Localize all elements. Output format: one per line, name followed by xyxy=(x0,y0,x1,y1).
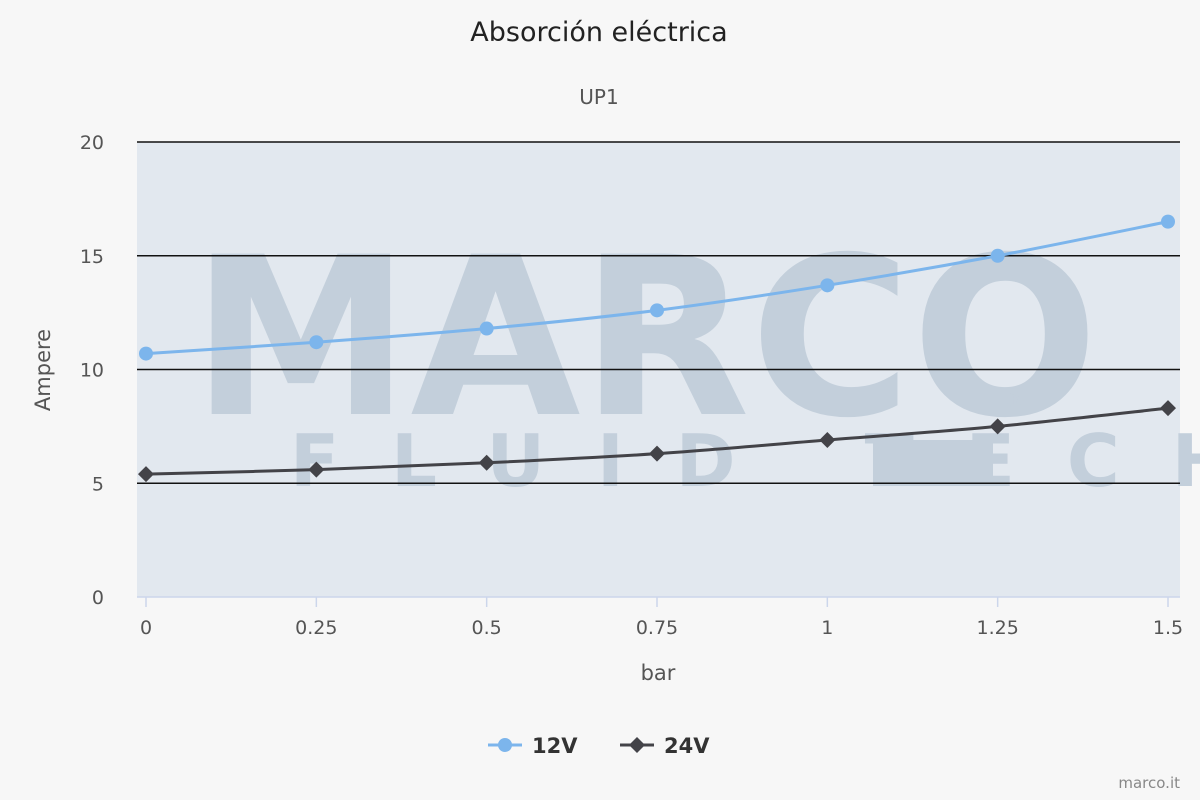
data-point-24V[interactable] xyxy=(308,461,325,478)
x-tick-label: 1.25 xyxy=(977,617,1019,639)
y-axis-tick-labels: 0 5 10 15 20 xyxy=(80,132,104,609)
x-tick-label: 0.25 xyxy=(295,617,337,639)
x-tick-label: 0.75 xyxy=(636,617,678,639)
data-point-12V[interactable] xyxy=(1161,214,1175,229)
legend: 12V 24V xyxy=(488,734,710,758)
series-group xyxy=(138,214,1176,483)
y-axis-title: Ampere xyxy=(31,329,55,411)
data-point-12V[interactable] xyxy=(479,321,494,336)
data-point-12V[interactable] xyxy=(820,278,835,293)
y-tick-label: 15 xyxy=(80,246,104,268)
watermark: MARCO FLUID TECH ® xyxy=(191,210,1200,503)
data-point-12V[interactable] xyxy=(309,335,324,350)
x-tick-label: 1.5 xyxy=(1153,617,1183,639)
data-point-24V[interactable] xyxy=(649,445,665,462)
data-point-12V[interactable] xyxy=(139,346,153,361)
watermark-block xyxy=(873,440,993,486)
x-tick-label: 0 xyxy=(140,617,152,639)
chart-title: Absorción eléctrica xyxy=(470,17,727,48)
data-point-24V[interactable] xyxy=(138,466,154,483)
y-tick-label: 10 xyxy=(80,360,104,382)
watermark-brand: MARCO xyxy=(191,210,1098,466)
data-point-24V[interactable] xyxy=(478,454,495,471)
data-point-12V[interactable] xyxy=(990,248,1005,263)
data-point-24V[interactable] xyxy=(989,418,1006,435)
x-axis-title: bar xyxy=(641,661,676,685)
legend-label: 24V xyxy=(664,734,710,758)
legend-item-12V[interactable]: 12V xyxy=(488,734,578,758)
x-axis: 0 0.25 0.5 0.75 1 1.25 1.5 xyxy=(137,596,1183,639)
chart-subtitle: UP1 xyxy=(579,85,618,109)
y-tick-label: 20 xyxy=(80,132,104,154)
x-tick-label: 0.5 xyxy=(472,617,502,639)
watermark-registered-mark: ® xyxy=(1003,386,1027,414)
legend-marker xyxy=(629,737,645,753)
legend-marker xyxy=(498,738,512,752)
gridlines xyxy=(137,141,1180,485)
legend-label: 12V xyxy=(532,734,578,758)
y-tick-label: 5 xyxy=(92,473,104,495)
legend-item-24V[interactable]: 24V xyxy=(620,734,710,758)
watermark-tagline: FLUID TECH xyxy=(290,419,1200,503)
y-tick-label: 0 xyxy=(92,587,104,609)
data-point-12V[interactable] xyxy=(650,303,664,318)
x-tick-label: 1 xyxy=(821,617,833,639)
data-point-24V[interactable] xyxy=(819,432,836,449)
credits-link[interactable]: marco.it xyxy=(1118,774,1180,792)
data-point-24V[interactable] xyxy=(1160,400,1176,417)
